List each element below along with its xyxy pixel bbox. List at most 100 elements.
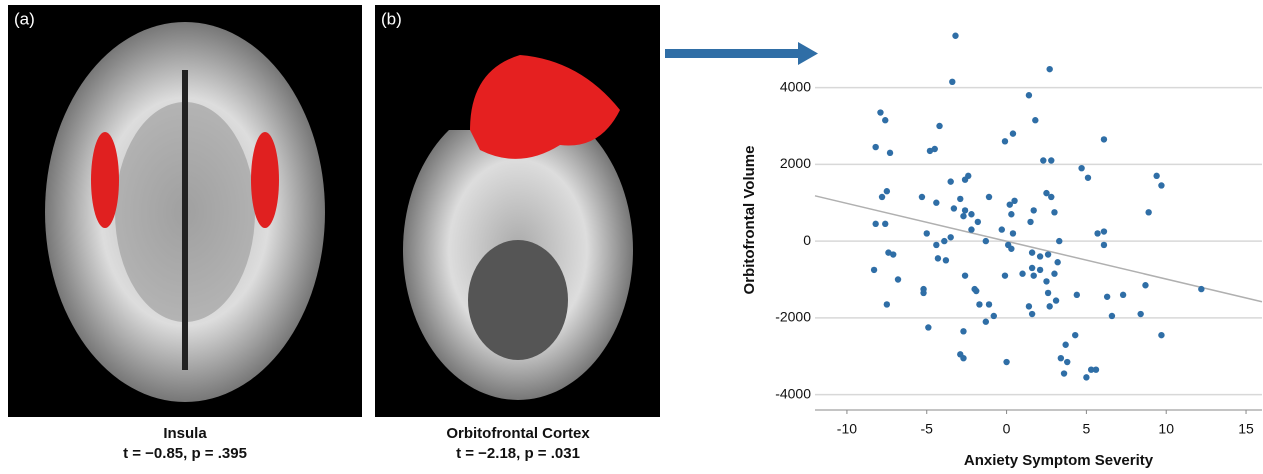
point	[885, 249, 891, 255]
panel-label: (b)	[381, 9, 402, 28]
point	[1031, 272, 1037, 278]
panel-label: (a)	[14, 9, 35, 28]
point	[1046, 66, 1052, 72]
point	[1026, 92, 1032, 98]
point	[1153, 173, 1159, 179]
point	[1002, 272, 1008, 278]
x-tick-label: 5	[1082, 421, 1090, 437]
point	[1029, 249, 1035, 255]
point	[1053, 297, 1059, 303]
fit-line	[815, 196, 1262, 302]
point	[975, 219, 981, 225]
insula-left	[91, 132, 119, 228]
point	[983, 319, 989, 325]
point	[941, 238, 947, 244]
point	[935, 255, 941, 261]
point	[1104, 294, 1110, 300]
point	[936, 123, 942, 129]
point	[1158, 182, 1164, 188]
stats: t = −0.85, p = .395	[123, 445, 247, 462]
point	[1026, 303, 1032, 309]
point	[1058, 355, 1064, 361]
point	[1048, 194, 1054, 200]
point	[1085, 175, 1091, 181]
point	[1120, 292, 1126, 298]
point	[1043, 278, 1049, 284]
point	[986, 301, 992, 307]
x-tick-label: -10	[837, 421, 857, 437]
point	[879, 194, 885, 200]
arrow-head	[798, 42, 818, 65]
caption: Insula	[163, 425, 207, 442]
point	[1031, 207, 1037, 213]
point	[1045, 290, 1051, 296]
point	[933, 200, 939, 206]
point	[991, 313, 997, 319]
point	[1142, 282, 1148, 288]
y-tick-label: 2000	[780, 155, 811, 171]
figure: (a) Insula t = −0.85, p = .395 (b) Orbit…	[0, 0, 1263, 469]
y-tick-label: 4000	[780, 78, 811, 94]
point	[1048, 157, 1054, 163]
point	[1101, 242, 1107, 248]
point	[1093, 366, 1099, 372]
point	[999, 226, 1005, 232]
point	[960, 213, 966, 219]
point	[1019, 271, 1025, 277]
point	[1064, 359, 1070, 365]
point	[933, 242, 939, 248]
point	[1040, 157, 1046, 163]
point	[1083, 374, 1089, 380]
point	[872, 144, 878, 150]
point	[1010, 130, 1016, 136]
point	[924, 230, 930, 236]
point	[1010, 230, 1016, 236]
point	[1002, 138, 1008, 144]
point	[932, 146, 938, 152]
point	[973, 288, 979, 294]
point	[919, 194, 925, 200]
point	[965, 173, 971, 179]
x-tick-label: -5	[921, 421, 934, 437]
point	[962, 207, 968, 213]
cerebellum	[468, 240, 568, 360]
point	[976, 301, 982, 307]
point	[925, 324, 931, 330]
point	[1011, 198, 1017, 204]
point	[1094, 230, 1100, 236]
point	[952, 33, 958, 39]
point	[1046, 303, 1052, 309]
point	[1027, 219, 1033, 225]
arrow-shaft	[665, 49, 800, 58]
point	[1054, 259, 1060, 265]
point	[968, 211, 974, 217]
point	[1056, 238, 1062, 244]
point	[1198, 286, 1204, 292]
point	[1003, 359, 1009, 365]
point	[1037, 267, 1043, 273]
point	[949, 79, 955, 85]
point	[1037, 253, 1043, 259]
point	[983, 238, 989, 244]
insula-right	[251, 132, 279, 228]
point	[871, 267, 877, 273]
point	[1045, 251, 1051, 257]
point	[957, 196, 963, 202]
x-axis-label: Anxiety Symptom Severity	[964, 452, 1154, 469]
point	[1008, 211, 1014, 217]
y-axis-label: Orbitofrontal Volume	[741, 146, 758, 295]
point	[887, 150, 893, 156]
y-tick-label: -4000	[775, 385, 811, 401]
point	[1137, 311, 1143, 317]
y-tick-label: -2000	[775, 309, 811, 325]
point	[884, 188, 890, 194]
point	[1029, 265, 1035, 271]
point	[1158, 332, 1164, 338]
stats: t = −2.18, p = .031	[456, 445, 580, 462]
point	[1109, 313, 1115, 319]
point	[872, 221, 878, 227]
point	[986, 194, 992, 200]
point	[1145, 209, 1151, 215]
point	[884, 301, 890, 307]
